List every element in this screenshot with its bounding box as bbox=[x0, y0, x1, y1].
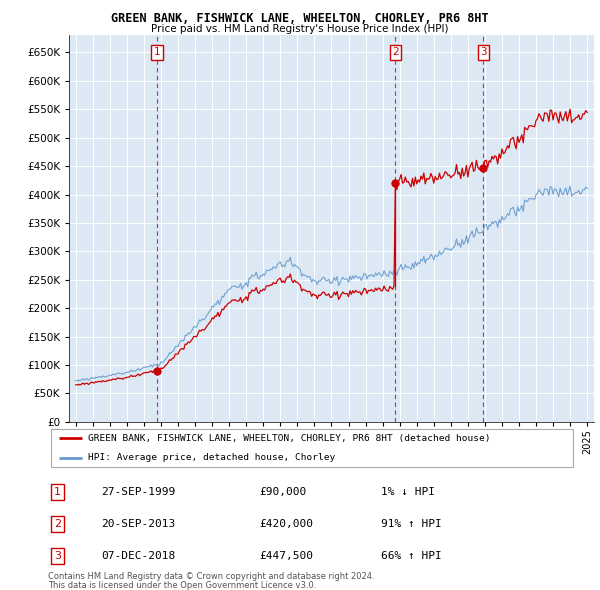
Text: 3: 3 bbox=[54, 551, 61, 561]
Text: 1: 1 bbox=[54, 487, 61, 497]
Text: £90,000: £90,000 bbox=[259, 487, 307, 497]
Text: 20-SEP-2013: 20-SEP-2013 bbox=[101, 519, 175, 529]
Text: GREEN BANK, FISHWICK LANE, WHEELTON, CHORLEY, PR6 8HT: GREEN BANK, FISHWICK LANE, WHEELTON, CHO… bbox=[111, 12, 489, 25]
Text: Price paid vs. HM Land Registry's House Price Index (HPI): Price paid vs. HM Land Registry's House … bbox=[151, 24, 449, 34]
FancyBboxPatch shape bbox=[50, 429, 574, 467]
Text: 2: 2 bbox=[54, 519, 61, 529]
Text: 91% ↑ HPI: 91% ↑ HPI bbox=[380, 519, 442, 529]
Text: 07-DEC-2018: 07-DEC-2018 bbox=[101, 551, 175, 561]
Text: 1% ↓ HPI: 1% ↓ HPI bbox=[380, 487, 434, 497]
Text: Contains HM Land Registry data © Crown copyright and database right 2024.: Contains HM Land Registry data © Crown c… bbox=[48, 572, 374, 581]
Text: GREEN BANK, FISHWICK LANE, WHEELTON, CHORLEY, PR6 8HT (detached house): GREEN BANK, FISHWICK LANE, WHEELTON, CHO… bbox=[88, 434, 490, 442]
Text: £420,000: £420,000 bbox=[259, 519, 313, 529]
Text: 1: 1 bbox=[154, 47, 160, 57]
Text: HPI: Average price, detached house, Chorley: HPI: Average price, detached house, Chor… bbox=[88, 453, 335, 462]
Text: This data is licensed under the Open Government Licence v3.0.: This data is licensed under the Open Gov… bbox=[48, 581, 316, 589]
Text: 3: 3 bbox=[480, 47, 487, 57]
Text: £447,500: £447,500 bbox=[259, 551, 313, 561]
Text: 66% ↑ HPI: 66% ↑ HPI bbox=[380, 551, 442, 561]
Text: 27-SEP-1999: 27-SEP-1999 bbox=[101, 487, 175, 497]
Text: 2: 2 bbox=[392, 47, 399, 57]
